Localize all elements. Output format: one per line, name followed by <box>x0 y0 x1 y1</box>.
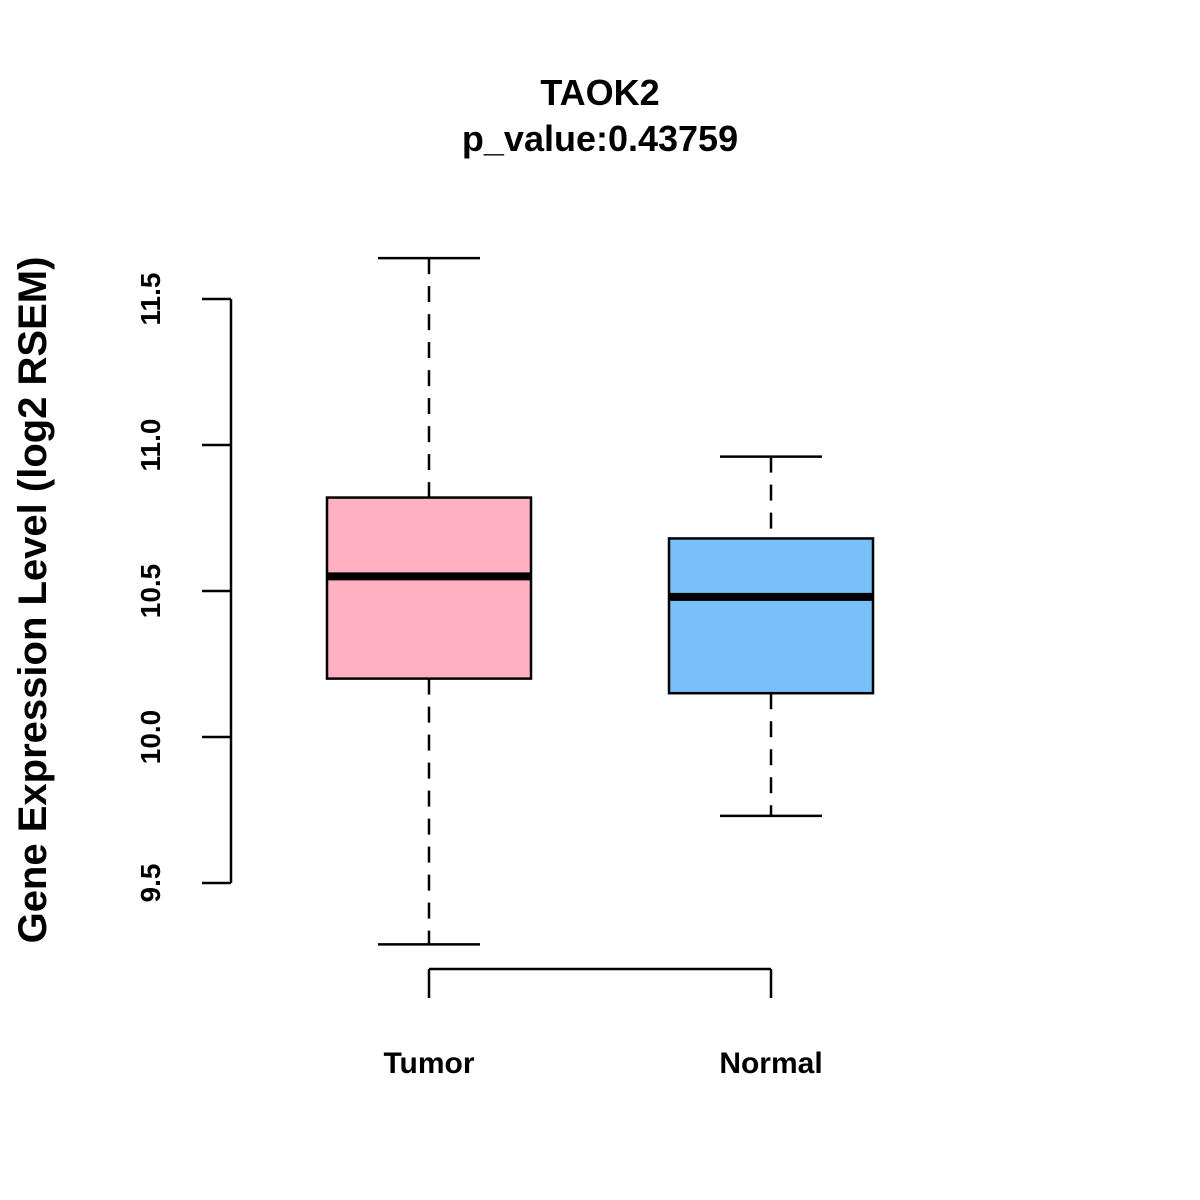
y-tick-label: 10.5 <box>135 564 166 619</box>
chart-subtitle: p_value:0.43759 <box>462 118 738 159</box>
boxes <box>325 256 875 946</box>
iqr-box <box>325 496 533 680</box>
x-tick-label-normal: Normal <box>719 1047 822 1080</box>
y-tick-label: 11.5 <box>135 273 166 326</box>
iqr-box <box>667 537 875 695</box>
x-axis: Tumor Normal <box>383 967 823 1080</box>
box-tumor <box>325 256 533 946</box>
chart-title: TAOK2 <box>540 72 659 113</box>
y-tick-label: 9.5 <box>135 864 166 903</box>
y-tick-label: 11.0 <box>135 419 166 472</box>
box-normal <box>667 455 875 818</box>
x-tick-label-tumor: Tumor <box>383 1047 474 1080</box>
y-axis-label: Gene Expression Level (log2 RSEM) <box>11 257 55 944</box>
y-tick-label: 10.0 <box>135 710 166 765</box>
y-axis: 9.5 10.0 10.5 11.0 11.5 <box>135 273 233 903</box>
